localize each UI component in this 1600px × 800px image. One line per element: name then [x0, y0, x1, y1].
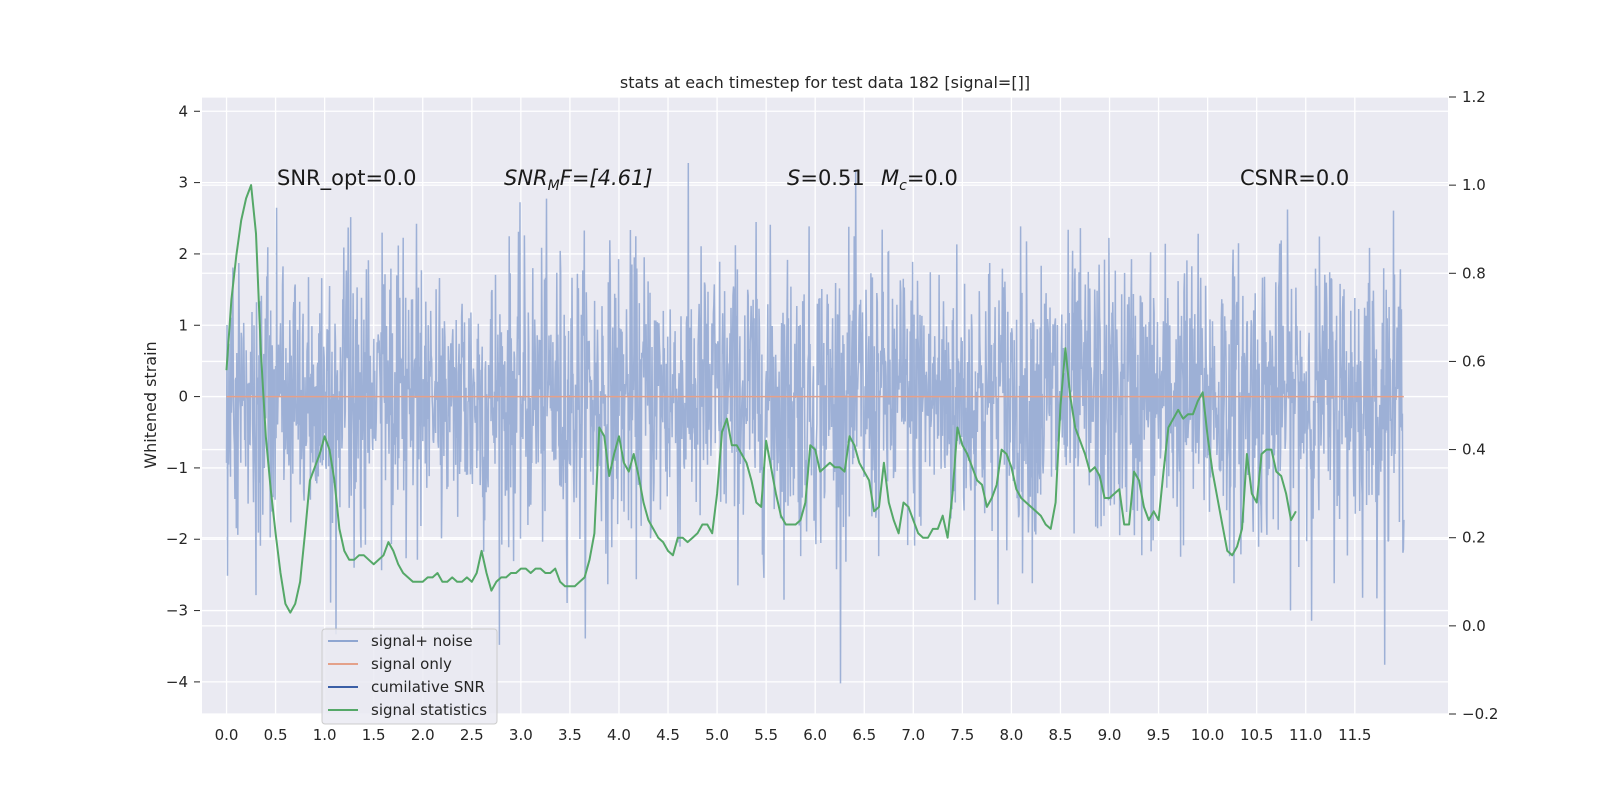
- x-tick-label: 9.0: [1098, 726, 1122, 744]
- y-axis-label: Whitened strain: [141, 341, 160, 468]
- annotation-snr-mf: SNRMF=[4.61]: [504, 166, 653, 194]
- y-tick-label: −1: [166, 459, 188, 477]
- x-tick-label: 11.0: [1289, 726, 1322, 744]
- y2-tick-label: 0.8: [1462, 264, 1486, 282]
- annotation-mc-subscript: c: [899, 178, 907, 194]
- x-tick-label: 4.5: [656, 726, 680, 744]
- y-tick-label: 3: [178, 174, 188, 192]
- y-tick-label: 1: [178, 316, 188, 334]
- x-tick-label: 6.5: [852, 726, 876, 744]
- annotation-s: S=0.51: [787, 166, 865, 190]
- annotation-mc-value: =0.0: [907, 166, 958, 190]
- x-tick-label: 10.0: [1191, 726, 1224, 744]
- x-tick-label: 1.5: [362, 726, 386, 744]
- legend-label-signal-only: signal only: [371, 655, 452, 673]
- axes: 0.0 0.5 1.0 1.5 2.0 2.5 3.0 3.5 4.0 4.5 5.0 5.5 6.0 6…: [166, 88, 1499, 744]
- y2-tick-label: 0.0: [1462, 617, 1486, 635]
- x-tick-label: 2.5: [460, 726, 484, 744]
- x-tick-label: 7.0: [901, 726, 925, 744]
- noise-line: [225, 162, 1405, 684]
- legend-label-signal-statistics: signal statistics: [371, 701, 487, 719]
- y-tick-label: 0: [178, 388, 188, 406]
- annotation-mc-symbol: M: [881, 166, 899, 190]
- x-tick-label: 8.5: [1049, 726, 1073, 744]
- x-tick-label: 0.0: [215, 726, 239, 744]
- y-tick-label: −3: [166, 602, 188, 620]
- y-tick-label: 2: [178, 245, 188, 263]
- x-tick-label: 2.0: [411, 726, 435, 744]
- y2-tick-label: 0.2: [1462, 529, 1486, 547]
- signal-statistics-line: [225, 184, 1297, 614]
- chart-title: stats at each timestep for test data 182…: [620, 73, 1030, 92]
- x-tick-label: 5.0: [705, 726, 729, 744]
- annotation-s-symbol: S: [787, 166, 800, 190]
- x-tick-label: 6.0: [803, 726, 827, 744]
- x-tick-label: 3.0: [509, 726, 533, 744]
- x-tick-label: 4.0: [607, 726, 631, 744]
- series-signal-plus-noise: [225, 162, 1405, 684]
- legend-box: [321, 628, 498, 725]
- annotation-s-value: =0.51: [800, 166, 864, 190]
- annotation-snr-opt: SNR_opt=0.0: [277, 166, 417, 191]
- y2-tick-label: 0.6: [1462, 352, 1486, 370]
- legend-label-signal-plus-noise: signal+ noise: [371, 632, 473, 650]
- x-tick-label: 7.5: [950, 726, 974, 744]
- x-tick-label: 5.5: [754, 726, 778, 744]
- y-tick-label: −2: [166, 530, 188, 548]
- annotation-snr-mf-symbol: SNR: [504, 166, 548, 190]
- y2-tick-label: 1.2: [1462, 88, 1486, 106]
- x-tick-label: 3.5: [558, 726, 582, 744]
- x-tick-label: 0.5: [264, 726, 288, 744]
- series-signal-statistics: [225, 184, 1297, 614]
- x-tick-label: 1.0: [313, 726, 337, 744]
- y2-tick-label: −0.2: [1462, 705, 1498, 723]
- y-tick-label: 4: [178, 102, 188, 120]
- y2-tick-label: 1.0: [1462, 176, 1486, 194]
- y2-tick-label: 0.4: [1462, 441, 1486, 459]
- annotation-csnr: CSNR=0.0: [1240, 166, 1349, 190]
- legend: signal+ noise signal only cumilative SNR…: [321, 628, 498, 725]
- y-tick-label: −4: [166, 673, 188, 691]
- legend-label-cumilative-snr: cumilative SNR: [371, 678, 485, 696]
- x-tick-label: 8.0: [999, 726, 1023, 744]
- annotation-snr-mf-value: F=[4.61]: [560, 166, 653, 190]
- annotation-snr-mf-subscript: M: [548, 178, 560, 194]
- x-tick-label: 10.5: [1240, 726, 1273, 744]
- annotation-mc: Mc=0.0: [881, 166, 958, 194]
- x-tick-label: 9.5: [1147, 726, 1171, 744]
- x-tick-label: 11.5: [1338, 726, 1371, 744]
